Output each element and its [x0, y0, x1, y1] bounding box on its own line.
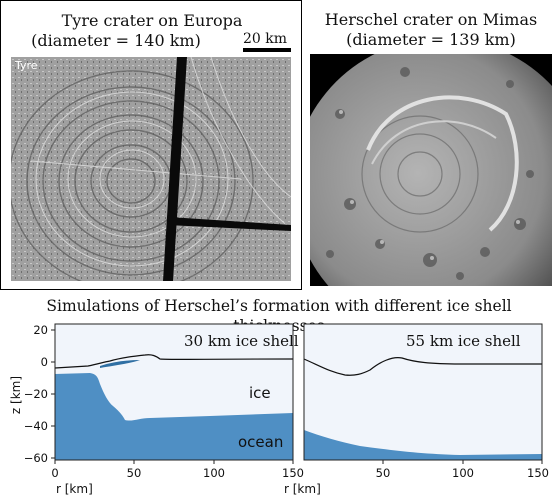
y-tick-label: 0: [40, 355, 48, 369]
herschel-title-line2: (diameter = 139 km): [346, 30, 516, 49]
x-axis-label-right: r [km]: [284, 482, 321, 496]
y-tick-label: −40: [23, 419, 48, 433]
x-axis-label-left: r [km]: [56, 482, 93, 496]
right-panel-label: 55 km ice shell: [406, 332, 521, 350]
left-panel-label: 30 km ice shell: [184, 332, 299, 350]
left-ocean-area: [55, 373, 293, 460]
x-tick-label: 150: [527, 466, 549, 480]
y-tick-label: 20: [33, 323, 48, 337]
x-tick-label: 100: [452, 466, 474, 480]
right-ocean-area: [304, 430, 542, 460]
y-tick-label: −60: [23, 451, 48, 465]
x-tick-label: 150: [282, 466, 304, 480]
x-tick-label: 100: [203, 466, 225, 480]
x-tick-label: 0: [51, 466, 59, 480]
tyre-crater-image: Tyre: [11, 57, 291, 281]
tyre-image-label: Tyre: [15, 59, 38, 72]
scale-bar-label: 20 km: [242, 31, 288, 47]
x-tick-label: 50: [375, 466, 391, 480]
tyre-title-line2: (diameter = 140 km): [31, 31, 201, 50]
tyre-panel: Tyre crater on Europa (diameter = 140 km…: [0, 0, 302, 290]
ice-label: ice: [249, 384, 271, 402]
simulation-plots: [51, 323, 543, 464]
right-ice-surface: [303, 357, 542, 376]
x-tick-label: 50: [126, 466, 142, 480]
herschel-crater-image: [310, 54, 552, 286]
herschel-title-line1: Herschel crater on Mimas: [324, 10, 538, 29]
ocean-label: ocean: [238, 433, 284, 451]
tyre-title-line1: Tyre crater on Europa: [61, 11, 243, 30]
y-tick-label: −20: [23, 387, 48, 401]
left-ice-surface: [54, 354, 294, 369]
scale-bar: [243, 48, 291, 52]
